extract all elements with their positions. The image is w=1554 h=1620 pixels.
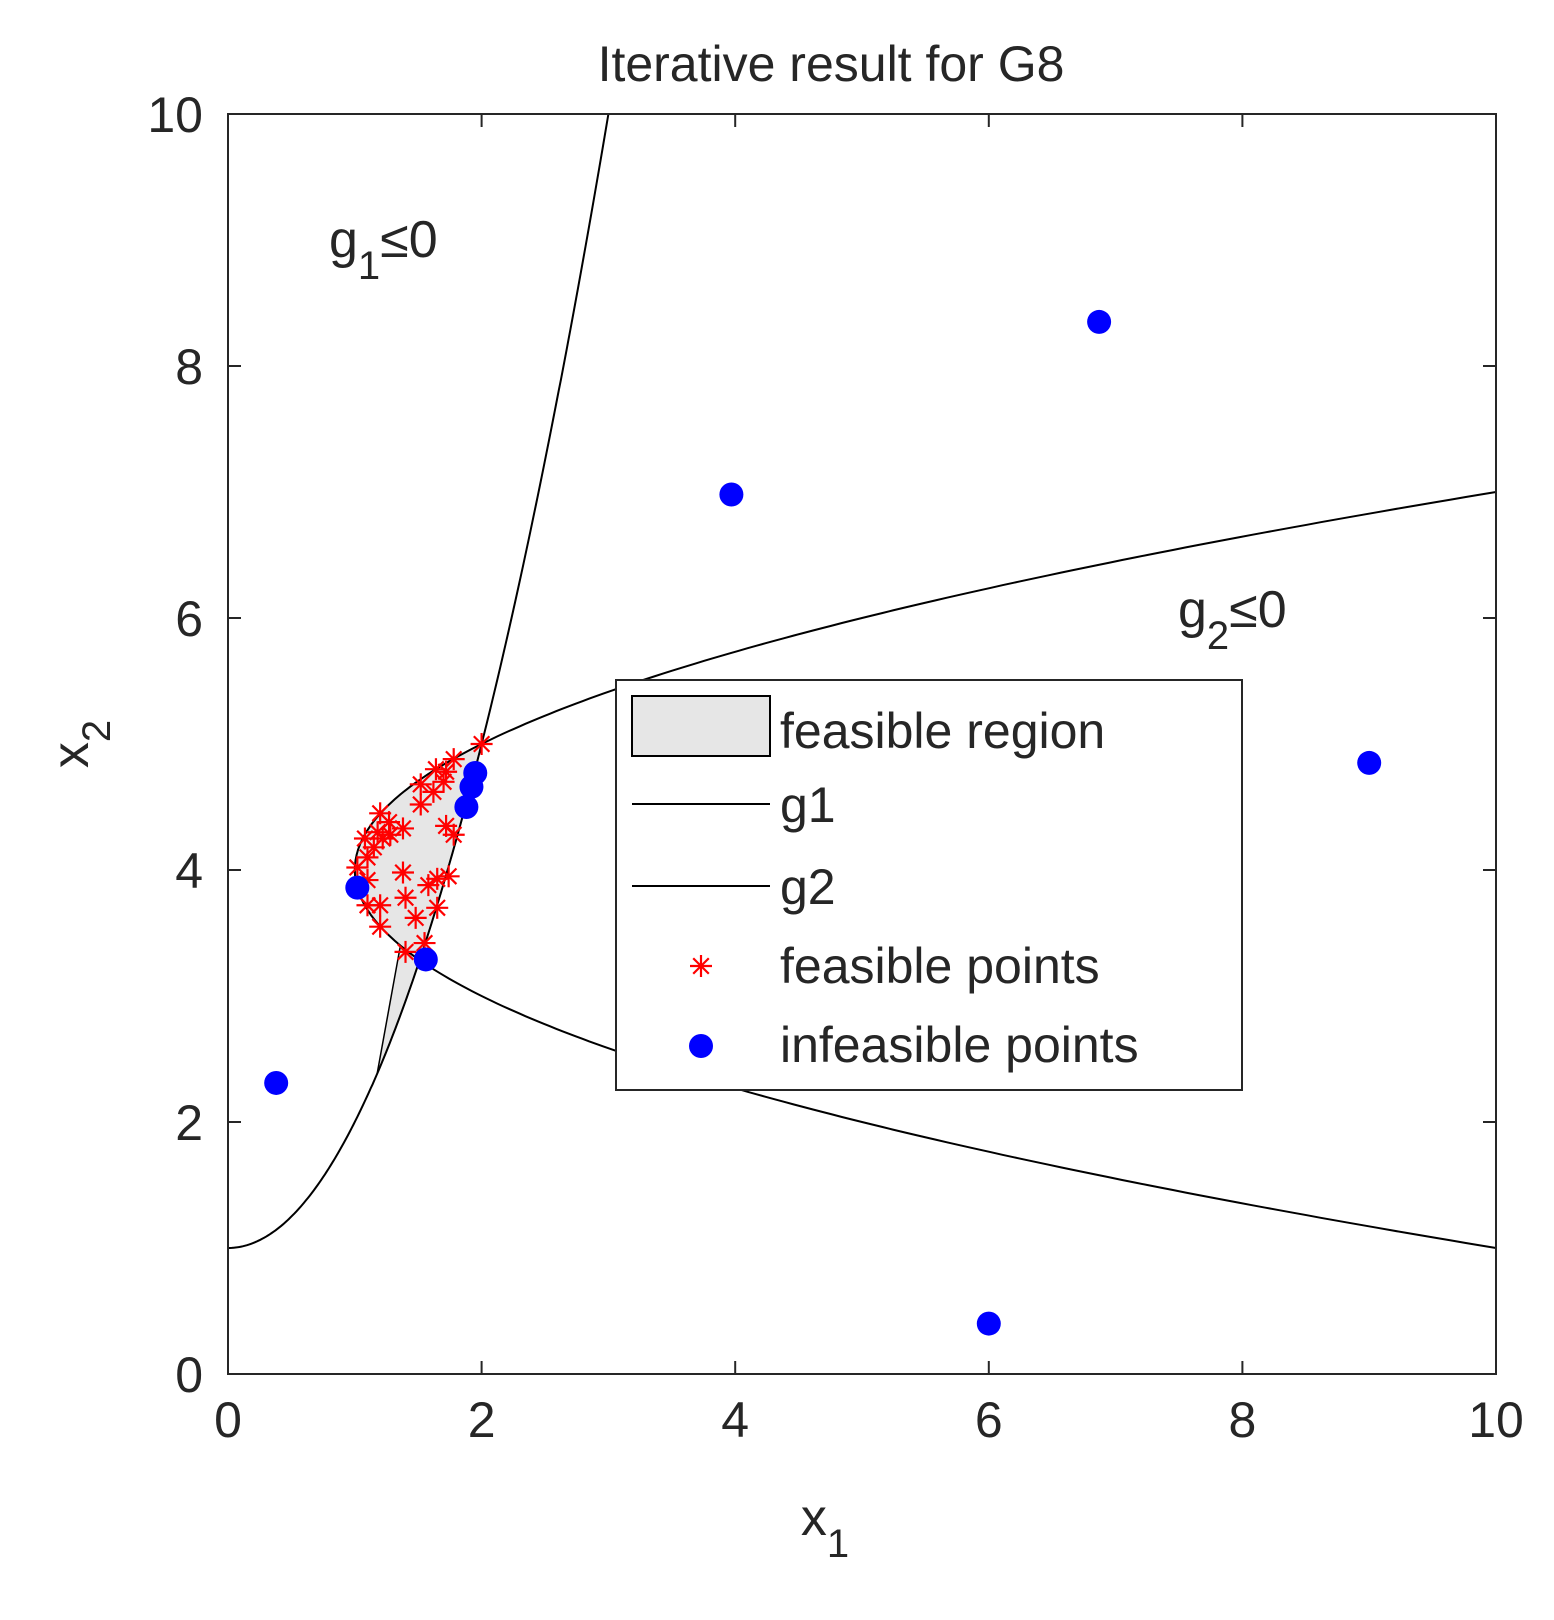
legend-infeasible-marker xyxy=(689,1034,713,1058)
feasible-point-stroke xyxy=(428,899,446,917)
feasible-point-stroke xyxy=(428,870,446,888)
chart-title: Iterative result for G8 xyxy=(598,36,1065,92)
feasible-point-stroke xyxy=(412,795,430,814)
axes-frame xyxy=(227,113,1497,1375)
infeasible-point xyxy=(459,774,484,799)
infeasible-point xyxy=(345,875,370,900)
legend: feasible region g1 g2 feasible points in… xyxy=(615,679,1243,1091)
feasible-point xyxy=(417,874,440,897)
legend-label-infeasible: infeasible points xyxy=(780,1017,1139,1073)
annotation-g1-subscript: 1 xyxy=(358,244,380,288)
feasible-point xyxy=(442,748,465,771)
annotation-g2: g2≤0 xyxy=(1178,581,1287,658)
x-axis-label: x1 xyxy=(801,1489,849,1566)
y-axis-label-subscript: 2 xyxy=(75,720,119,742)
annotation-g1: g1≤0 xyxy=(329,211,438,288)
feasible-point xyxy=(391,817,414,840)
annotation-g1-relation: ≤0 xyxy=(380,211,437,269)
feasible-point-stroke xyxy=(396,943,415,961)
legend-feasible-marker xyxy=(690,955,712,977)
feasible-point xyxy=(426,896,449,919)
feasible-point-stroke xyxy=(437,763,455,781)
feasible-point-stroke xyxy=(348,858,366,877)
feasible-point-stroke xyxy=(371,804,389,822)
feasible-point-stroke xyxy=(394,819,412,837)
data-points xyxy=(264,309,1382,1336)
legend-label-feasible: feasible points xyxy=(780,938,1100,994)
x-tick-label: 2 xyxy=(468,1392,496,1448)
y-axis-label-group: x2 xyxy=(42,720,119,768)
feasible-point-stroke xyxy=(371,918,389,936)
feasible-point xyxy=(404,906,427,929)
feasible-point xyxy=(369,915,392,938)
feasible-point xyxy=(356,846,379,869)
infeasible-point xyxy=(1087,309,1112,334)
x-tick-label: 10 xyxy=(1468,1392,1524,1448)
feasible-point xyxy=(426,867,449,890)
y-tick-label: 2 xyxy=(175,1095,203,1151)
feasible-point-stroke xyxy=(419,876,437,894)
infeasible-point xyxy=(413,947,438,972)
annotation-g2-base: g xyxy=(1178,581,1207,639)
infeasible-point xyxy=(719,482,744,507)
legend-label-g1: g1 xyxy=(780,777,836,833)
feasible-point xyxy=(394,940,417,963)
legend-label-g2: g2 xyxy=(780,859,836,915)
feasible-point-stroke xyxy=(437,817,455,835)
feasible-point xyxy=(391,861,414,884)
feasible-point xyxy=(356,894,379,917)
feasible-point xyxy=(379,823,402,846)
y-tick-label: 0 xyxy=(175,1347,203,1403)
x-tick-label: 0 xyxy=(214,1392,242,1448)
infeasible-point xyxy=(976,1311,1001,1336)
y-tick-label: 10 xyxy=(147,87,203,143)
x-axis-label-subscript: 1 xyxy=(827,1522,849,1566)
feasible-point-stroke xyxy=(427,760,445,778)
feasible-point-stroke xyxy=(445,750,463,768)
y-tick-label: 8 xyxy=(175,339,203,395)
feasible-point-stroke xyxy=(396,889,415,907)
axis-ticks: 0 2 4 6 8 10 0 2 4 6 8 10 xyxy=(147,87,1523,1448)
y-axis-label-base: x xyxy=(42,742,100,768)
x-tick-label: 4 xyxy=(721,1392,749,1448)
feasible-point-stroke xyxy=(365,838,383,856)
annotation-g2-relation: ≤0 xyxy=(1229,581,1286,639)
feasible-point-stroke xyxy=(358,896,377,914)
annotation-g1-base: g xyxy=(329,211,358,269)
y-tick-label: 6 xyxy=(175,591,203,647)
feasible-point-stroke xyxy=(415,934,434,952)
feasible-point-stroke xyxy=(356,829,374,848)
feasible-point xyxy=(346,856,369,879)
feasible-point-stroke xyxy=(473,735,491,753)
x-axis-label-base: x xyxy=(801,1489,827,1547)
legend-label-region: feasible region xyxy=(780,703,1105,759)
legend-feasible-star xyxy=(690,955,712,977)
feasible-point xyxy=(409,793,432,816)
feasible-point-stroke xyxy=(445,826,463,844)
x-tick-label: 6 xyxy=(975,1392,1003,1448)
legend-region-swatch xyxy=(631,695,771,757)
feasible-point-stroke xyxy=(381,826,399,844)
feasible-point-stroke xyxy=(394,863,412,882)
infeasible-point xyxy=(1357,750,1382,775)
legend-feasible-star-stroke xyxy=(692,957,710,975)
annotation-g2-subscript: 2 xyxy=(1207,614,1229,658)
feasible-point-stroke xyxy=(412,775,430,793)
feasible-point xyxy=(394,886,417,909)
y-tick-label: 4 xyxy=(175,843,203,899)
feasible-point xyxy=(409,773,432,796)
feasible-point-stroke xyxy=(371,896,389,914)
feasible-point-stroke xyxy=(440,867,458,885)
feasible-point xyxy=(442,823,465,846)
y-axis-label: x2 xyxy=(42,720,119,768)
feasible-point-stroke xyxy=(407,909,425,927)
infeasible-point xyxy=(454,795,479,819)
feasible-point xyxy=(470,733,493,755)
x-tick-label: 8 xyxy=(1228,1392,1256,1448)
infeasible-point xyxy=(264,1070,289,1095)
